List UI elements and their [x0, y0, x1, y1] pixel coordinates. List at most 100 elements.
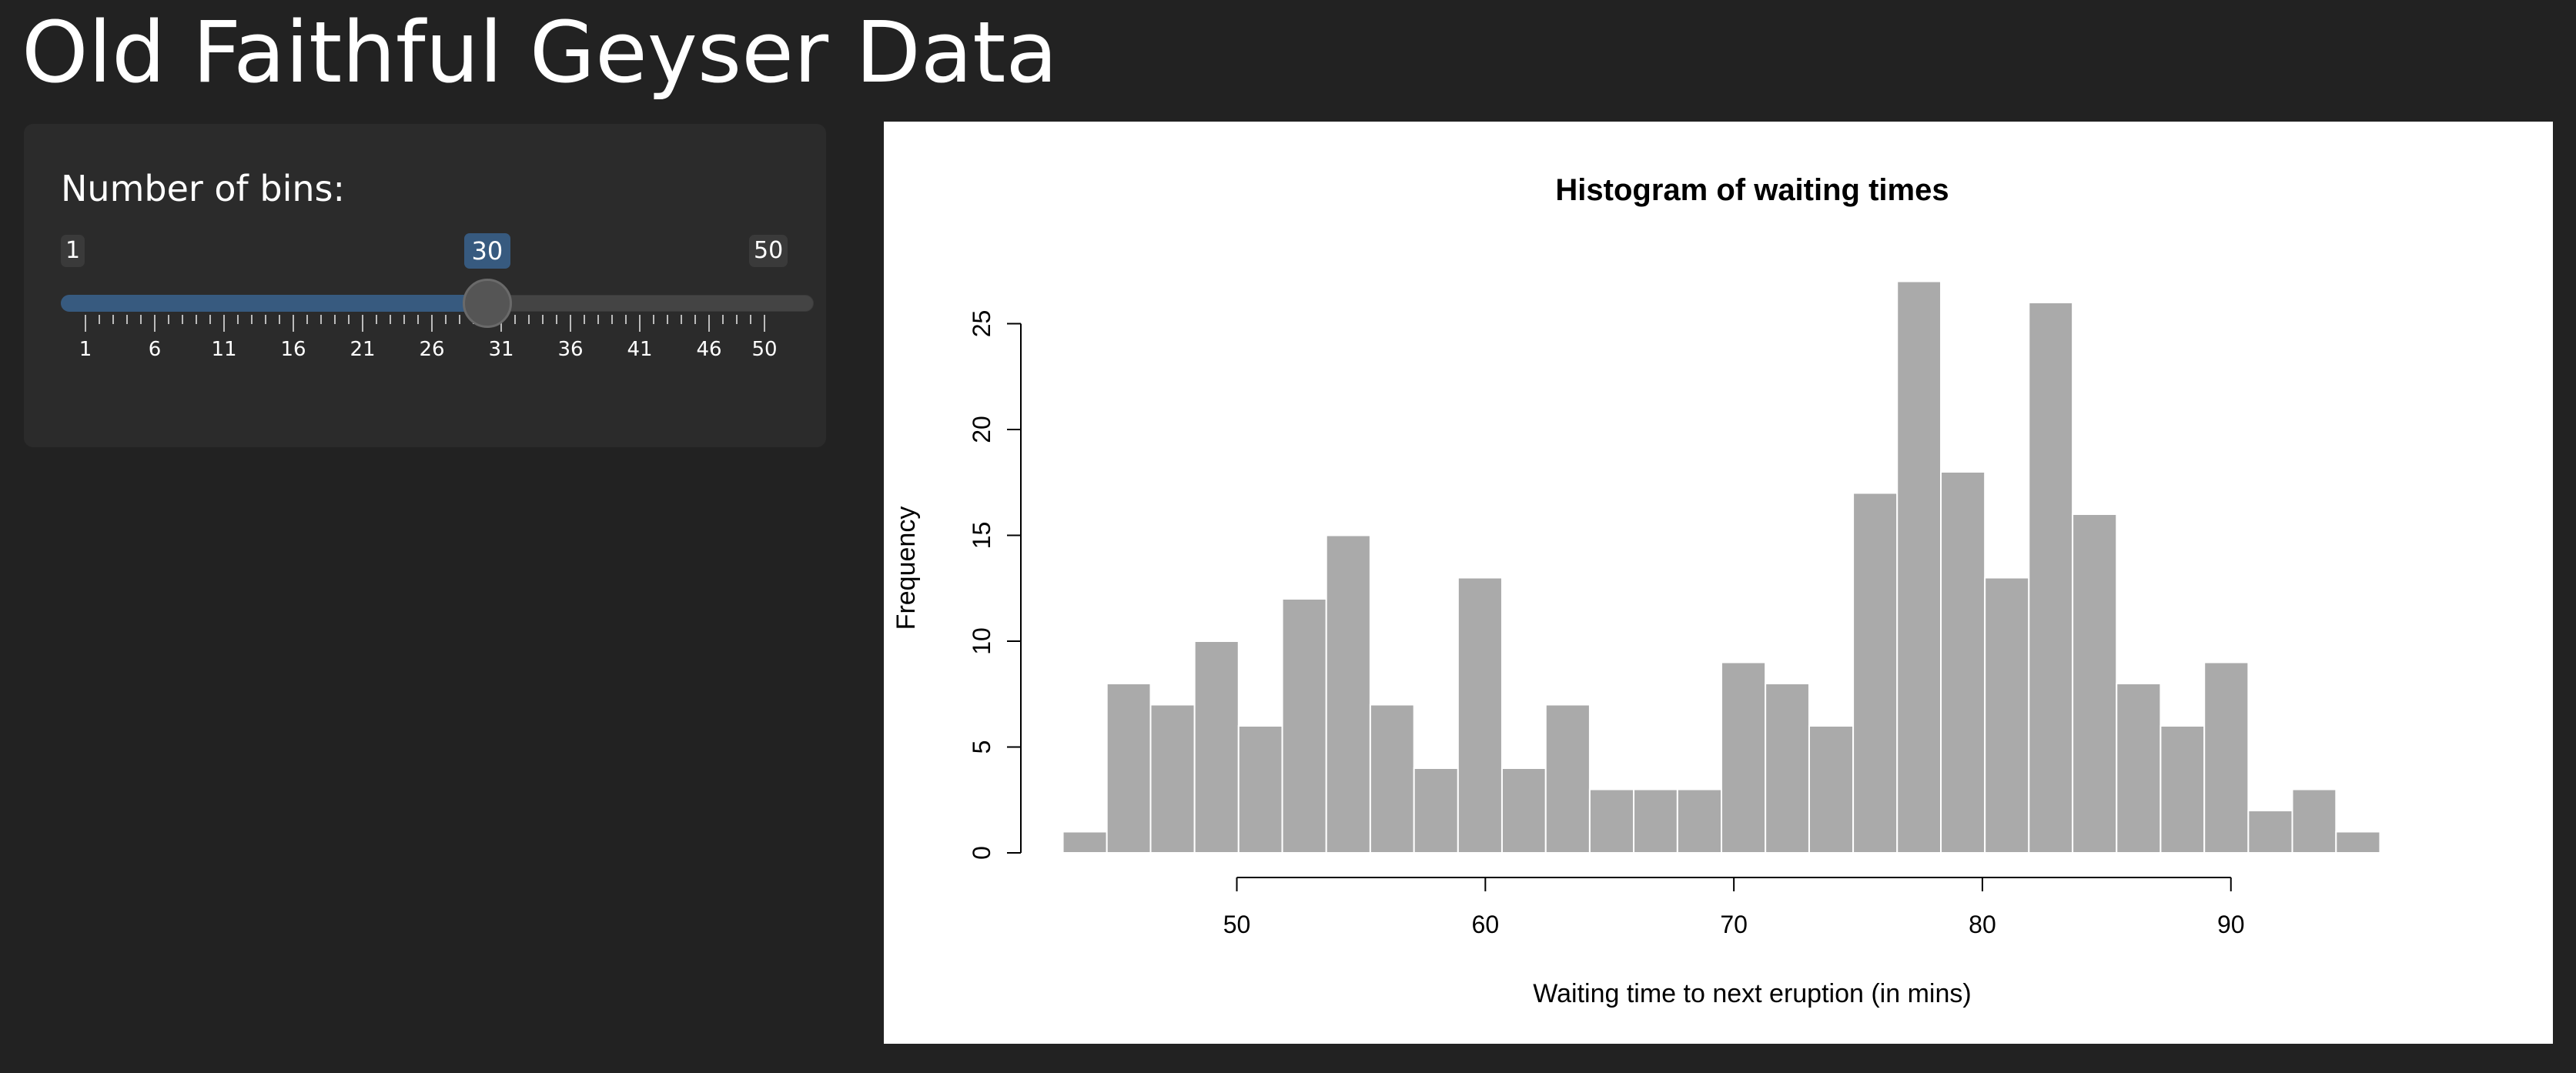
slider-tick-label: 46: [696, 338, 722, 361]
slider-tick-label: 6: [148, 338, 162, 361]
slider-minor-tick: [417, 315, 419, 324]
slider-max-label: 50: [749, 235, 788, 267]
histogram-bar: [1544, 704, 1591, 854]
histogram-bar: [2072, 513, 2118, 854]
histogram-bar: [1984, 577, 2030, 854]
slider-tick-label: 11: [211, 338, 237, 361]
slider-tick-label: 26: [419, 338, 445, 361]
histogram-bar: [1106, 683, 1152, 854]
y-tick-label: 20: [968, 416, 995, 443]
histogram-bar: [1500, 767, 1547, 854]
x-tick-label: 60: [1472, 911, 1500, 938]
histogram-bar: [1193, 640, 1239, 854]
slider-minor-tick: [694, 315, 696, 324]
slider-tick-label: 36: [557, 338, 584, 361]
slider-minor-tick: [99, 315, 100, 324]
y-tick-label: 15: [968, 522, 995, 550]
x-tick-label: 80: [1969, 911, 1996, 938]
histogram-bar: [1237, 725, 1283, 854]
slider-minor-tick: [653, 315, 654, 324]
histogram-bar: [1721, 661, 1767, 854]
histogram-bar: [1852, 492, 1899, 854]
x-tick-label: 90: [2217, 911, 2245, 938]
slider-tick-label: 1: [79, 338, 92, 361]
slider-minor-tick: [597, 315, 599, 324]
histogram-bar: [1765, 683, 1810, 854]
slider-major-tick: [570, 315, 571, 332]
slider-minor-tick: [265, 315, 266, 324]
slider-minor-tick: [126, 315, 128, 324]
histogram-bar: [2028, 302, 2074, 854]
slider-minor-tick: [209, 315, 211, 324]
slider-minor-tick: [528, 315, 530, 324]
histogram-bar: [2116, 683, 2162, 854]
slider-major-tick: [708, 315, 710, 332]
slider-minor-tick: [611, 315, 613, 324]
sidebar-panel: Number of bins: 1 50 30 1 6 11 16 21 26 31 36 41…: [24, 124, 826, 447]
slider-handle[interactable]: [463, 279, 512, 328]
slider-minor-tick: [334, 315, 336, 324]
slider-minor-tick: [390, 315, 391, 324]
slider-minor-tick: [584, 315, 585, 324]
slider-minor-tick: [681, 315, 682, 324]
slider-tick-label: 21: [350, 338, 376, 361]
slider-tick-label: 16: [280, 338, 306, 361]
histogram-bar: [1369, 704, 1415, 854]
slider-minor-tick: [112, 315, 114, 324]
slider-major-tick: [431, 315, 433, 332]
histogram-bar: [1457, 577, 1503, 854]
histogram-bar: [2203, 661, 2250, 854]
slider-minor-tick: [320, 315, 322, 324]
histogram-bar: [1808, 725, 1855, 854]
histogram-bar: [1325, 534, 1371, 854]
slider-major-tick: [85, 315, 86, 332]
y-tick-label: 10: [968, 627, 995, 655]
histogram-plot: 0 5 10 15 20 25 50 60 70 80 90 Histogram of waitin…: [884, 122, 2553, 1044]
slider-minor-tick: [722, 315, 724, 324]
histogram-bar: [1413, 767, 1459, 854]
bins-slider[interactable]: 1 50 30 1 6 11 16 21 26 31 36 41 46 50: [24, 124, 826, 447]
slider-major-tick: [293, 315, 294, 332]
slider-minor-tick: [251, 315, 253, 324]
slider-minor-tick: [196, 315, 197, 324]
histogram-bar: [1281, 598, 1327, 854]
slider-minor-tick: [168, 315, 169, 324]
slider-major-tick: [223, 315, 225, 332]
histogram-svg: 0 5 10 15 20 25 50 60 70 80 90 Histogram of waitin…: [892, 173, 2381, 1008]
histogram-bar: [2291, 788, 2337, 854]
slider-minor-tick: [140, 315, 142, 324]
slider-minor-tick: [348, 315, 350, 324]
histogram-axes: 0 5 10 15 20 25 50 60 70 80 90: [968, 310, 2245, 938]
histogram-bar: [2335, 831, 2381, 854]
slider-major-tick: [639, 315, 641, 332]
slider-tick-label: 31: [488, 338, 514, 361]
histogram-bar: [1149, 704, 1196, 854]
slider-minor-tick: [237, 315, 239, 324]
slider-min-label: 1: [61, 235, 85, 267]
bins-control-label: Number of bins:: [61, 168, 345, 209]
histogram-bar: [2159, 725, 2206, 854]
chart-title: Histogram of waiting times: [1555, 173, 1949, 207]
app-title: Old Faithful Geyser Data: [22, 3, 1058, 102]
slider-minor-tick: [736, 315, 738, 324]
slider-minor-tick: [667, 315, 668, 324]
slider-minor-tick: [306, 315, 308, 324]
x-axis-label: Waiting time to next eruption (in mins): [1533, 979, 1971, 1008]
x-tick-label: 70: [1720, 911, 1748, 938]
histogram-bar: [1940, 471, 1986, 854]
slider-minor-tick: [542, 315, 544, 324]
slider-minor-tick: [625, 315, 627, 324]
slider-minor-tick: [556, 315, 557, 324]
y-tick-label: 5: [968, 740, 995, 754]
histogram-bar: [2247, 810, 2293, 854]
y-axis-label: Frequency: [892, 506, 921, 630]
slider-minor-tick: [445, 315, 447, 324]
histogram-bar: [1633, 788, 1678, 854]
slider-fill: [61, 295, 487, 312]
slider-tick-label: 50: [751, 338, 778, 361]
slider-minor-tick: [182, 315, 183, 324]
slider-major-tick: [362, 315, 363, 332]
slider-minor-tick: [403, 315, 405, 324]
slider-minor-tick: [750, 315, 751, 324]
y-tick-label: 0: [968, 846, 995, 860]
